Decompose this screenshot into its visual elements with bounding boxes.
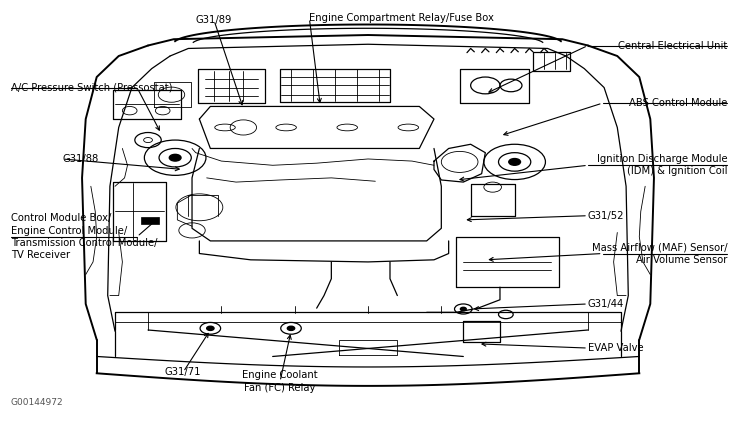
Text: G31/89: G31/89 <box>196 15 233 25</box>
Text: G31/71: G31/71 <box>165 367 202 377</box>
FancyBboxPatch shape <box>141 217 159 224</box>
Text: Central Electrical Unit: Central Electrical Unit <box>618 41 727 50</box>
Text: G31/88: G31/88 <box>63 154 99 164</box>
Text: A/C Pressure Switch (Pressostat): A/C Pressure Switch (Pressostat) <box>11 82 172 93</box>
Circle shape <box>169 154 181 161</box>
Text: Ignition Discharge Module
(IDM) & Ignition Coil: Ignition Discharge Module (IDM) & Igniti… <box>597 154 727 176</box>
Text: G31/44: G31/44 <box>588 299 624 309</box>
Circle shape <box>207 326 214 330</box>
Text: EVAP Valve: EVAP Valve <box>588 343 643 353</box>
Text: Mass Airflow (MAF) Sensor/
Air Volume Sensor: Mass Airflow (MAF) Sensor/ Air Volume Se… <box>592 242 727 265</box>
Circle shape <box>461 308 466 310</box>
Text: G31/52: G31/52 <box>588 211 624 221</box>
Circle shape <box>287 326 294 330</box>
Text: ABS Control Module: ABS Control Module <box>629 98 727 108</box>
Text: Control Module Box/
Engine Control Module/
Transmission Control Module/
TV Recei: Control Module Box/ Engine Control Modul… <box>11 213 158 260</box>
Text: Engine Coolant
Fan (FC) Relay: Engine Coolant Fan (FC) Relay <box>242 371 318 393</box>
Text: Engine Compartment Relay/Fuse Box: Engine Compartment Relay/Fuse Box <box>309 13 494 23</box>
Text: G00144972: G00144972 <box>11 398 63 407</box>
Circle shape <box>509 159 520 165</box>
